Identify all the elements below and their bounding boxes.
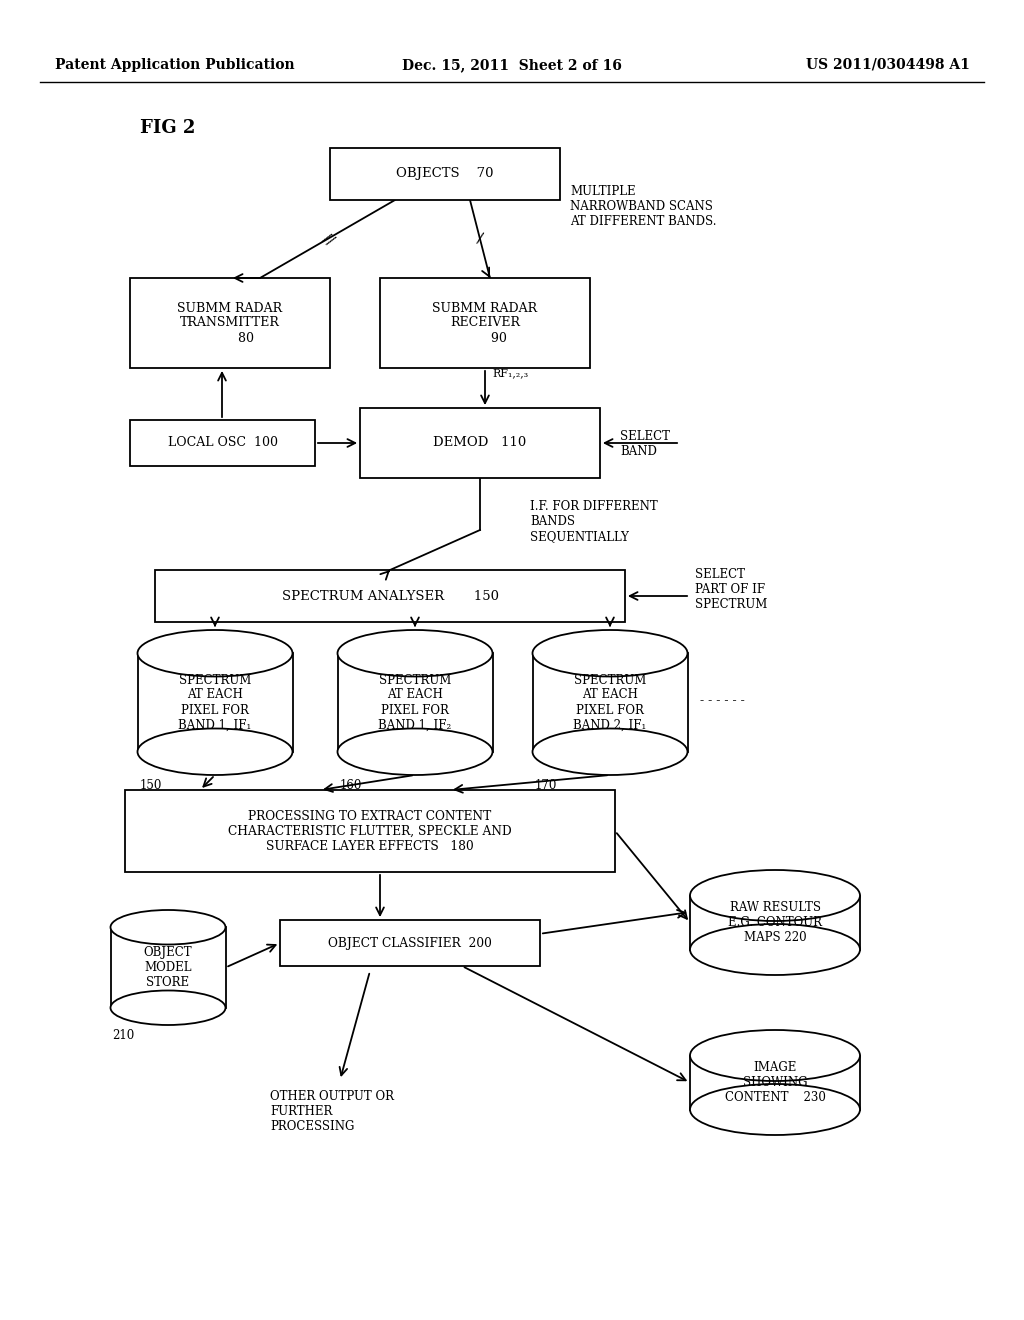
Text: IMAGE
SHOWING
CONTENT    230: IMAGE SHOWING CONTENT 230 [725,1061,825,1104]
Text: PROCESSING TO EXTRACT CONTENT
CHARACTERISTIC FLUTTER, SPECKLE AND
SURFACE LAYER : PROCESSING TO EXTRACT CONTENT CHARACTERI… [228,809,512,853]
Text: FIG 2: FIG 2 [140,119,196,137]
Text: SPECTRUM
AT EACH
PIXEL FOR
BAND 1, IF₁: SPECTRUM AT EACH PIXEL FOR BAND 1, IF₁ [178,673,252,731]
Bar [532,653,687,752]
Text: OBJECT CLASSIFIER  200: OBJECT CLASSIFIER 200 [328,936,492,949]
Text: RAW RESULTS
E.G. CONTOUR
MAPS 220: RAW RESULTS E.G. CONTOUR MAPS 220 [728,902,822,944]
Ellipse shape [338,630,493,676]
Text: - - - - - -: - - - - - - [700,693,744,706]
Ellipse shape [532,630,687,676]
Text: DEMOD   110: DEMOD 110 [433,437,526,450]
Ellipse shape [690,1084,860,1135]
Ellipse shape [532,729,687,775]
Text: OTHER OUTPUT OR
FURTHER
PROCESSING: OTHER OUTPUT OR FURTHER PROCESSING [270,1090,394,1133]
Text: OBJECT
MODEL
STORE: OBJECT MODEL STORE [143,946,193,989]
Ellipse shape [111,909,225,945]
Ellipse shape [690,1030,860,1081]
Text: Patent Application Publication: Patent Application Publication [55,58,295,73]
Ellipse shape [690,924,860,975]
FancyBboxPatch shape [360,408,600,478]
Text: US 2011/0304498 A1: US 2011/0304498 A1 [806,58,970,73]
FancyBboxPatch shape [280,920,540,966]
Bar [690,1056,860,1110]
Text: Dec. 15, 2011  Sheet 2 of 16: Dec. 15, 2011 Sheet 2 of 16 [402,58,622,73]
Text: 170: 170 [535,779,557,792]
FancyBboxPatch shape [155,570,625,622]
Ellipse shape [338,729,493,775]
Text: SELECT
PART OF IF
SPECTRUM: SELECT PART OF IF SPECTRUM [695,568,767,611]
Text: SUBMM RADAR
RECEIVER
       90: SUBMM RADAR RECEIVER 90 [432,301,538,345]
FancyBboxPatch shape [125,789,615,873]
Text: LOCAL OSC  100: LOCAL OSC 100 [168,437,278,450]
Ellipse shape [137,729,293,775]
FancyBboxPatch shape [330,148,560,201]
FancyBboxPatch shape [130,420,315,466]
Bar [111,927,225,1007]
Ellipse shape [111,990,225,1026]
FancyBboxPatch shape [380,279,590,368]
Text: MULTIPLE
NARROWBAND SCANS
AT DIFFERENT BANDS.: MULTIPLE NARROWBAND SCANS AT DIFFERENT B… [570,185,717,228]
Bar [137,653,293,752]
Bar [338,653,493,752]
Ellipse shape [137,630,293,676]
Text: 150: 150 [139,779,162,792]
Text: //: // [319,230,336,248]
Text: SUBMM RADAR
TRANSMITTER
        80: SUBMM RADAR TRANSMITTER 80 [177,301,283,345]
Text: SELECT
BAND: SELECT BAND [620,430,670,458]
Text: SPECTRUM
AT EACH
PIXEL FOR
BAND 1, IF₂: SPECTRUM AT EACH PIXEL FOR BAND 1, IF₂ [379,673,452,731]
Text: SPECTRUM ANALYSER       150: SPECTRUM ANALYSER 150 [282,590,499,602]
FancyBboxPatch shape [130,279,330,368]
Ellipse shape [690,870,860,921]
Text: SPECTRUM
AT EACH
PIXEL FOR
BAND 2, IF₁: SPECTRUM AT EACH PIXEL FOR BAND 2, IF₁ [573,673,646,731]
Text: I.F. FOR DIFFERENT
BANDS
SEQUENTIALLY: I.F. FOR DIFFERENT BANDS SEQUENTIALLY [530,500,657,543]
Text: RF₁,₂,₃: RF₁,₂,₃ [492,368,528,378]
Text: /: / [476,231,484,246]
Bar [690,895,860,949]
Text: 210: 210 [113,1030,135,1041]
Text: OBJECTS    70: OBJECTS 70 [396,168,494,181]
Text: 160: 160 [340,779,361,792]
